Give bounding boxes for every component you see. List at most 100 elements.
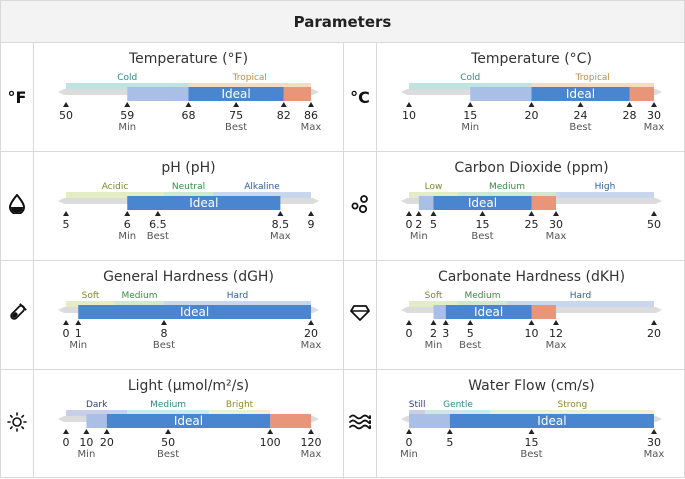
band-strip	[556, 192, 654, 198]
tick-caption: Max	[270, 231, 291, 242]
ideal-bar	[127, 196, 281, 210]
waves-icon	[349, 413, 372, 435]
tick-value: 30	[647, 109, 661, 122]
tick-marker	[406, 211, 412, 216]
celsius-icon: °C	[350, 87, 370, 107]
tick-marker	[651, 211, 657, 216]
bubbles-icon	[350, 194, 370, 218]
tick-value: 24	[574, 109, 588, 122]
band-strip	[409, 83, 532, 89]
tick-marker	[63, 320, 69, 325]
tick-value: 15	[476, 218, 490, 231]
band-label: High	[595, 182, 616, 192]
tick-marker	[63, 102, 69, 107]
tick-value: 28	[623, 109, 637, 122]
tick-value: 6	[124, 218, 131, 231]
tick-value: 120	[301, 436, 322, 449]
tick-caption: Min	[400, 449, 418, 460]
band-label: Gentle	[443, 400, 473, 410]
above-ideal-bar	[531, 305, 556, 319]
tick-value: 25	[525, 218, 539, 231]
section-header: Parameters	[1, 1, 684, 43]
band-label: Still	[409, 400, 426, 410]
tick-value: 10	[525, 327, 539, 340]
tick-value: 20	[647, 327, 661, 340]
parameter-icon-cell: °C	[344, 43, 377, 151]
parameter-title: pH (pH)	[161, 160, 216, 176]
tick-marker	[528, 102, 535, 107]
band-strip	[115, 301, 164, 307]
below-ideal-bar	[127, 87, 189, 101]
tick-caption: Min	[69, 340, 87, 351]
band-strip	[164, 192, 213, 198]
tick-marker	[446, 429, 453, 434]
parameter-card-temp_f: Temperature (°F) Cold Tropical Ideal 50 59 Min…	[34, 43, 343, 151]
parameter-title: Temperature (°C)	[471, 51, 592, 67]
tick-marker	[467, 102, 474, 107]
tick-value: 68	[182, 109, 196, 122]
above-ideal-bar	[531, 196, 556, 210]
tick-marker	[430, 320, 437, 325]
tick-value: 0	[406, 327, 413, 340]
ideal-bar	[531, 87, 630, 101]
band-strip	[66, 301, 115, 307]
tick-marker	[308, 429, 314, 434]
tick-caption: Min	[78, 449, 96, 460]
tick-value: 2	[430, 327, 437, 340]
band-strip	[409, 192, 458, 198]
tick-value: 50	[161, 436, 175, 449]
band-label: Bright	[226, 400, 254, 410]
track-arrow-left	[58, 416, 64, 422]
track-arrow-left	[58, 89, 64, 95]
tick-value: 20	[525, 109, 539, 122]
parameter-icon-cell	[344, 152, 377, 260]
track-arrow-right	[656, 307, 662, 313]
tick-value: 5	[63, 218, 70, 231]
tick-marker	[308, 102, 314, 107]
ideal-bar	[445, 305, 532, 319]
band-strip	[490, 410, 654, 416]
tick-marker	[280, 102, 287, 107]
row-divider	[1, 369, 684, 370]
band-strip	[409, 301, 458, 307]
tick-caption: Max	[644, 122, 665, 133]
band-label: Soft	[425, 291, 443, 301]
tick-marker	[308, 320, 314, 325]
tick-marker	[415, 211, 422, 216]
parameter-card-kh: Carbonate Hardness (dKH) Soft Medium Hard Id…	[377, 261, 685, 369]
band-label: Alkaline	[244, 182, 280, 192]
track-arrow-left	[401, 416, 407, 422]
tick-value: 15	[525, 436, 539, 449]
tick-value: 100	[260, 436, 281, 449]
tick-value: 10	[79, 436, 93, 449]
tick-marker	[528, 211, 535, 216]
ideal-bar	[78, 305, 311, 319]
band-strip	[409, 410, 426, 416]
tick-marker	[185, 102, 192, 107]
tick-value: 9	[308, 218, 315, 231]
below-ideal-bar	[86, 414, 107, 428]
diamond-icon	[350, 304, 370, 326]
parameter-card-co2: Carbon Dioxide (ppm) Low Medium High Ideal 0 2…	[377, 152, 685, 260]
track-arrow-right	[656, 198, 662, 204]
tick-marker	[63, 429, 69, 434]
tick-value: 5	[430, 218, 437, 231]
section-title: Parameters	[293, 12, 392, 31]
parameter-icon-cell: °F	[1, 43, 34, 151]
tick-value: 0	[406, 436, 413, 449]
tick-caption: Min	[425, 340, 443, 351]
band-label: Tropical	[575, 73, 610, 83]
tick-value: 8	[161, 327, 168, 340]
tick-marker	[124, 102, 131, 107]
below-ideal-bar	[418, 196, 434, 210]
ideal-bar	[449, 414, 654, 428]
ideal-bar	[188, 87, 284, 101]
band-label: Medium	[465, 291, 501, 301]
band-strip	[66, 192, 164, 198]
band-label: Medium	[150, 400, 186, 410]
tick-marker	[406, 320, 412, 325]
ideal-bar	[106, 414, 271, 428]
